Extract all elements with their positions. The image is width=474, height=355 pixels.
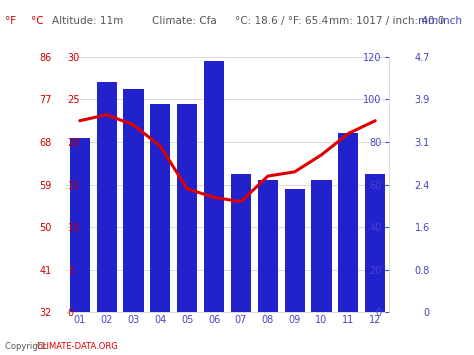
Text: °C: °C xyxy=(31,16,44,26)
Text: Climate: Cfa: Climate: Cfa xyxy=(152,16,217,26)
Bar xyxy=(258,180,278,312)
Text: mm: mm xyxy=(418,16,438,26)
Text: Copyright:: Copyright: xyxy=(5,343,51,351)
Text: mm: 1017 / inch: 40.0: mm: 1017 / inch: 40.0 xyxy=(329,16,445,26)
Bar xyxy=(70,138,90,312)
Text: °F: °F xyxy=(5,16,16,26)
Text: Altitude: 11m: Altitude: 11m xyxy=(52,16,123,26)
Bar xyxy=(177,104,197,312)
Bar xyxy=(311,180,332,312)
Bar xyxy=(365,174,385,312)
Bar xyxy=(150,104,171,312)
Text: °C: 18.6 / °F: 65.4: °C: 18.6 / °F: 65.4 xyxy=(235,16,328,26)
Bar xyxy=(338,133,358,312)
Text: CLIMATE-DATA.ORG: CLIMATE-DATA.ORG xyxy=(36,343,118,351)
Bar xyxy=(204,61,224,312)
Bar xyxy=(284,189,305,312)
Bar xyxy=(231,174,251,312)
Bar xyxy=(123,89,144,312)
Bar xyxy=(97,82,117,312)
Text: inch: inch xyxy=(440,16,462,26)
